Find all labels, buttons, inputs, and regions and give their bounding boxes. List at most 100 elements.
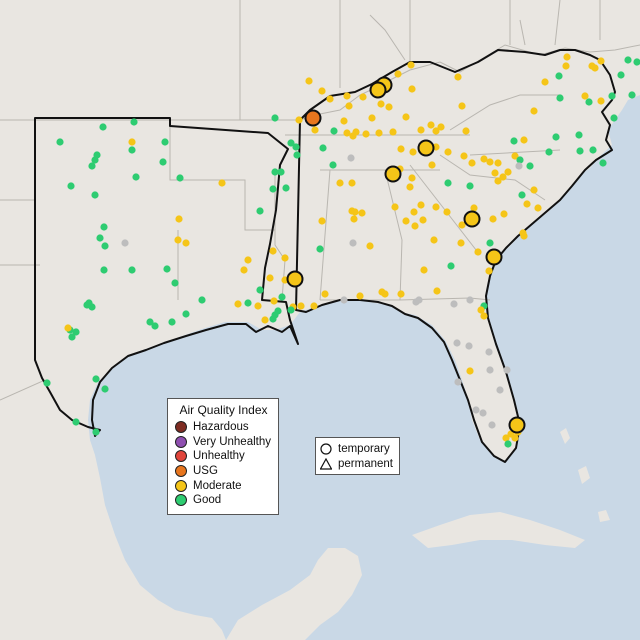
permanent-monitor-marker[interactable] (146, 318, 154, 326)
permanent-monitor-marker[interactable] (99, 123, 107, 131)
permanent-monitor-marker[interactable] (454, 73, 462, 81)
permanent-monitor-marker[interactable] (256, 286, 264, 294)
permanent-monitor-marker[interactable] (460, 152, 468, 160)
permanent-monitor-marker[interactable] (85, 299, 93, 307)
permanent-monitor-marker[interactable] (443, 208, 451, 216)
permanent-monitor-marker[interactable] (588, 62, 596, 70)
temporary-monitor-marker[interactable] (286, 270, 304, 288)
permanent-monitor-marker[interactable] (450, 300, 458, 308)
permanent-monitor-marker[interactable] (391, 203, 399, 211)
permanent-monitor-marker[interactable] (72, 418, 80, 426)
permanent-monitor-marker[interactable] (92, 428, 100, 436)
permanent-monitor-marker[interactable] (409, 148, 417, 156)
permanent-monitor-marker[interactable] (499, 173, 507, 181)
permanent-monitor-marker[interactable] (389, 128, 397, 136)
permanent-monitor-marker[interactable] (310, 302, 318, 310)
permanent-monitor-marker[interactable] (526, 162, 534, 170)
permanent-monitor-marker[interactable] (462, 127, 470, 135)
permanent-monitor-marker[interactable] (466, 296, 474, 304)
permanent-monitor-marker[interactable] (347, 154, 355, 162)
permanent-monitor-marker[interactable] (417, 201, 425, 209)
permanent-monitor-marker[interactable] (628, 91, 636, 99)
permanent-monitor-marker[interactable] (366, 242, 374, 250)
permanent-monitor-marker[interactable] (430, 236, 438, 244)
permanent-monitor-marker[interactable] (415, 296, 423, 304)
permanent-monitor-marker[interactable] (101, 242, 109, 250)
permanent-monitor-marker[interactable] (321, 290, 329, 298)
permanent-monitor-marker[interactable] (494, 177, 502, 185)
permanent-monitor-marker[interactable] (474, 248, 482, 256)
permanent-monitor-marker[interactable] (408, 85, 416, 93)
permanent-monitor-marker[interactable] (454, 378, 462, 386)
permanent-monitor-marker[interactable] (345, 102, 353, 110)
permanent-monitor-marker[interactable] (417, 126, 425, 134)
permanent-monitor-marker[interactable] (92, 375, 100, 383)
permanent-monitor-marker[interactable] (432, 203, 440, 211)
permanent-monitor-marker[interactable] (101, 385, 109, 393)
permanent-monitor-marker[interactable] (318, 87, 326, 95)
permanent-monitor-marker[interactable] (447, 262, 455, 270)
permanent-monitor-marker[interactable] (271, 168, 279, 176)
permanent-monitor-marker[interactable] (254, 302, 262, 310)
permanent-monitor-marker[interactable] (176, 174, 184, 182)
permanent-monitor-marker[interactable] (589, 146, 597, 154)
permanent-monitor-marker[interactable] (458, 102, 466, 110)
permanent-monitor-marker[interactable] (88, 162, 96, 170)
permanent-monitor-marker[interactable] (368, 114, 376, 122)
permanent-monitor-marker[interactable] (359, 93, 367, 101)
temporary-monitor-marker[interactable] (485, 248, 503, 266)
permanent-monitor-marker[interactable] (523, 200, 531, 208)
permanent-monitor-marker[interactable] (437, 123, 445, 131)
permanent-monitor-marker[interactable] (362, 130, 370, 138)
permanent-monitor-marker[interactable] (326, 95, 334, 103)
permanent-monitor-marker[interactable] (343, 92, 351, 100)
permanent-monitor-marker[interactable] (530, 107, 538, 115)
temporary-monitor-marker[interactable] (304, 109, 322, 127)
permanent-monitor-marker[interactable] (281, 254, 289, 262)
permanent-monitor-marker[interactable] (608, 92, 616, 100)
permanent-monitor-marker[interactable] (534, 204, 542, 212)
permanent-monitor-marker[interactable] (457, 239, 465, 247)
permanent-monitor-marker[interactable] (43, 379, 51, 387)
permanent-monitor-marker[interactable] (617, 71, 625, 79)
permanent-monitor-marker[interactable] (68, 333, 76, 341)
permanent-monitor-marker[interactable] (91, 191, 99, 199)
permanent-monitor-marker[interactable] (394, 70, 402, 78)
permanent-monitor-marker[interactable] (562, 62, 570, 70)
permanent-monitor-marker[interactable] (316, 245, 324, 253)
permanent-monitor-marker[interactable] (171, 279, 179, 287)
permanent-monitor-marker[interactable] (552, 133, 560, 141)
permanent-monitor-marker[interactable] (402, 217, 410, 225)
permanent-monitor-marker[interactable] (295, 116, 303, 124)
permanent-monitor-marker[interactable] (515, 162, 523, 170)
permanent-monitor-marker[interactable] (128, 138, 136, 146)
permanent-monitor-marker[interactable] (349, 239, 357, 247)
permanent-monitor-marker[interactable] (256, 207, 264, 215)
permanent-monitor-marker[interactable] (240, 266, 248, 274)
permanent-monitor-marker[interactable] (563, 53, 571, 61)
permanent-monitor-marker[interactable] (319, 144, 327, 152)
permanent-monitor-marker[interactable] (458, 221, 466, 229)
permanent-monitor-marker[interactable] (397, 290, 405, 298)
permanent-monitor-marker[interactable] (555, 72, 563, 80)
temporary-monitor-marker[interactable] (417, 139, 435, 157)
permanent-monitor-marker[interactable] (329, 161, 337, 169)
permanent-monitor-marker[interactable] (305, 77, 313, 85)
permanent-monitor-marker[interactable] (502, 434, 510, 442)
permanent-monitor-marker[interactable] (520, 136, 528, 144)
permanent-monitor-marker[interactable] (470, 204, 478, 212)
permanent-monitor-marker[interactable] (496, 386, 504, 394)
permanent-monitor-marker[interactable] (287, 139, 295, 147)
temporary-monitor-marker[interactable] (508, 416, 526, 434)
permanent-monitor-marker[interactable] (56, 138, 64, 146)
permanent-monitor-marker[interactable] (486, 158, 494, 166)
permanent-monitor-marker[interactable] (624, 56, 632, 64)
permanent-monitor-marker[interactable] (541, 78, 549, 86)
permanent-monitor-marker[interactable] (420, 266, 428, 274)
permanent-monitor-marker[interactable] (311, 126, 319, 134)
permanent-monitor-marker[interactable] (545, 148, 553, 156)
permanent-monitor-marker[interactable] (278, 293, 286, 301)
permanent-monitor-marker[interactable] (480, 155, 488, 163)
permanent-monitor-marker[interactable] (375, 129, 383, 137)
permanent-monitor-marker[interactable] (340, 296, 348, 304)
